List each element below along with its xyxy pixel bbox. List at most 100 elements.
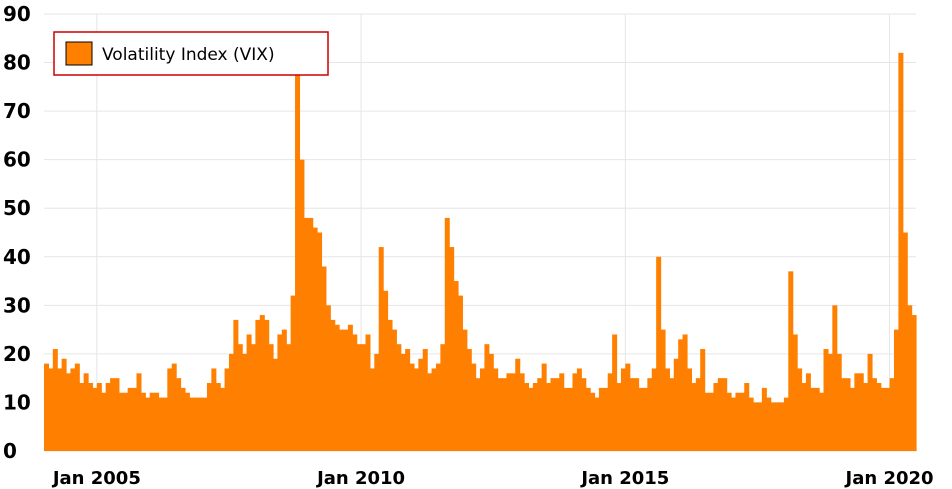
- data-bar: [334, 324, 340, 451]
- y-tick-label: 40: [3, 245, 31, 269]
- data-bar: [801, 383, 807, 451]
- y-tick-label: 60: [3, 148, 31, 172]
- data-bar: [123, 392, 129, 451]
- data-bar: [405, 349, 411, 451]
- data-bar: [625, 363, 631, 451]
- data-bar: [805, 373, 811, 451]
- data-bar: [867, 353, 873, 451]
- data-bar: [286, 344, 292, 451]
- legend-swatch: [65, 41, 93, 66]
- y-tick-label: 20: [3, 342, 31, 366]
- x-tick-label: Jan 2015: [579, 468, 669, 489]
- legend-label: Volatility Index (VIX): [102, 45, 275, 65]
- data-bar: [198, 397, 204, 451]
- data-bar: [647, 378, 653, 451]
- data-bar: [581, 378, 587, 451]
- data-bar: [559, 373, 565, 451]
- data-bar: [220, 387, 226, 451]
- data-bar: [281, 329, 287, 451]
- data-bar: [308, 217, 314, 451]
- y-tick-label: 90: [3, 2, 31, 26]
- data-bar: [167, 368, 173, 451]
- data-bar: [105, 383, 111, 451]
- data-bar: [295, 72, 301, 452]
- y-tick-label: 10: [3, 390, 31, 414]
- data-bar: [268, 344, 274, 451]
- data-bar: [471, 363, 477, 451]
- data-bar: [383, 290, 389, 451]
- data-bar: [74, 363, 80, 451]
- data-bar: [757, 402, 763, 451]
- data-bar: [664, 368, 670, 451]
- data-bar: [911, 315, 917, 451]
- data-bar: [594, 397, 600, 451]
- data-bar: [127, 387, 133, 451]
- data-bar: [250, 344, 256, 451]
- data-bar: [462, 329, 468, 451]
- data-bar: [246, 334, 252, 451]
- data-bar: [149, 392, 155, 451]
- data-bar: [83, 373, 89, 451]
- series-area-layer: [44, 52, 917, 452]
- data-bar: [453, 281, 459, 451]
- data-bar: [735, 392, 741, 451]
- data-bar: [391, 329, 397, 451]
- data-bar: [814, 387, 820, 451]
- data-bar: [228, 353, 234, 451]
- data-bar: [325, 305, 331, 451]
- data-bar: [704, 392, 710, 451]
- data-bar: [237, 344, 243, 451]
- y-tick-label: 0: [3, 439, 17, 463]
- data-bar: [140, 392, 146, 451]
- x-axis: Jan 2005 Jan 2010 Jan 2015 Jan 2020: [51, 468, 934, 489]
- data-bar: [775, 402, 781, 451]
- data-bar: [418, 358, 424, 451]
- data-bar: [440, 344, 446, 451]
- data-bar: [488, 353, 494, 451]
- data-bar: [66, 373, 72, 451]
- data-bar: [902, 232, 908, 451]
- data-bar: [154, 392, 160, 451]
- data-bar: [506, 373, 512, 451]
- data-bar: [691, 383, 697, 451]
- data-bar: [907, 305, 913, 451]
- data-bar: [264, 319, 270, 451]
- data-bar: [435, 363, 441, 451]
- data-bar: [361, 344, 367, 451]
- data-bar: [651, 368, 657, 451]
- data-bar: [369, 368, 375, 451]
- data-bar: [352, 334, 358, 451]
- data-bar: [224, 368, 230, 451]
- data-bar: [255, 319, 261, 451]
- y-axis: 0 10 20 30 40 50 60 70 80 90: [3, 2, 31, 463]
- data-bar: [572, 373, 578, 451]
- legend: Volatility Index (VIX): [53, 31, 329, 76]
- data-bar: [744, 383, 750, 451]
- data-bar: [889, 378, 895, 451]
- data-bar: [748, 397, 754, 451]
- data-bar: [739, 392, 745, 451]
- data-bar: [836, 353, 842, 451]
- data-bar: [656, 256, 662, 451]
- data-bar: [48, 368, 54, 451]
- data-bar: [387, 319, 393, 451]
- data-bar: [396, 344, 402, 451]
- data-bar: [753, 402, 759, 451]
- data-bar: [347, 324, 353, 451]
- data-bar: [722, 378, 728, 451]
- data-bar: [893, 329, 899, 451]
- data-bar: [88, 383, 94, 451]
- data-bar: [343, 329, 349, 451]
- data-bar: [634, 378, 640, 451]
- data-bar: [673, 358, 679, 451]
- data-bar: [519, 373, 525, 451]
- data-bar: [215, 383, 221, 451]
- data-bar: [858, 373, 864, 451]
- data-bar: [832, 305, 838, 451]
- data-bar: [466, 349, 472, 451]
- data-bar: [515, 358, 521, 451]
- data-bar: [273, 358, 279, 451]
- data-bar: [484, 344, 490, 451]
- y-tick-label: 70: [3, 99, 31, 123]
- data-bar: [96, 383, 102, 451]
